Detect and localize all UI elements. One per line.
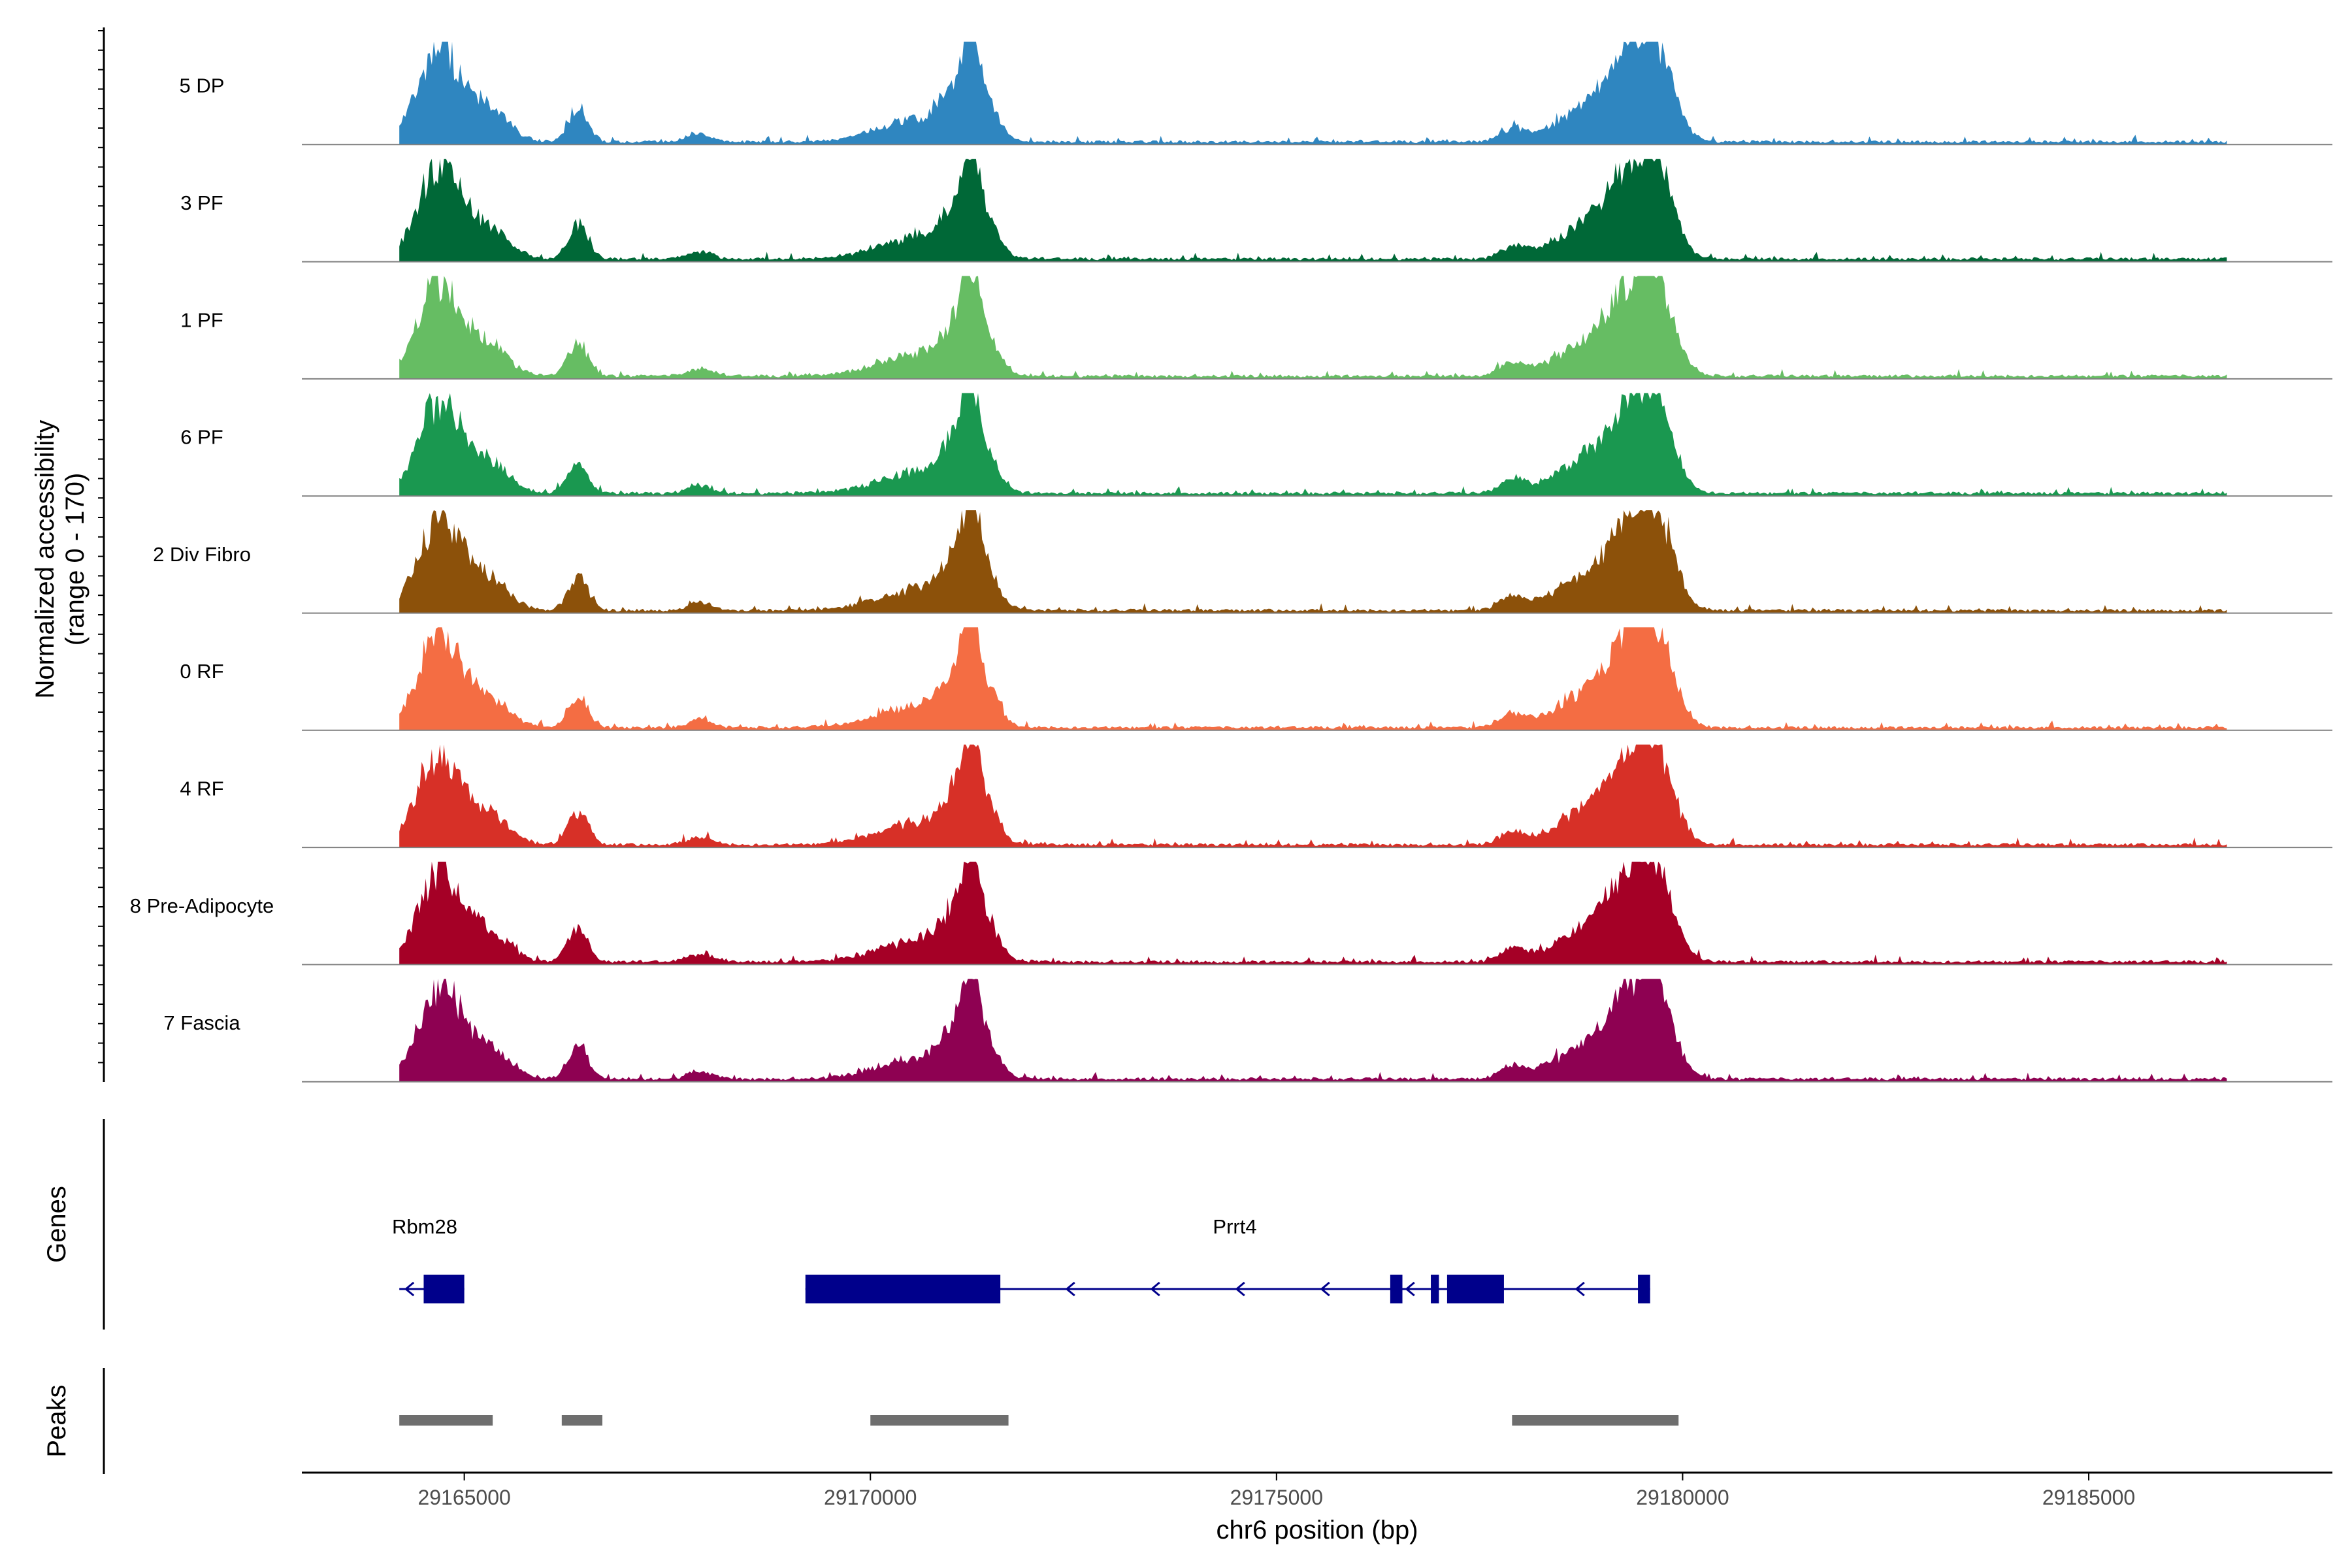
x-tick-label: 29180000 bbox=[1636, 1486, 1729, 1509]
x-ticks: 29165000 29170000 29175000 29180000 29185000 bbox=[417, 1473, 2135, 1509]
track-label: 1 PF bbox=[180, 308, 223, 331]
x-tick-label: 29185000 bbox=[2042, 1486, 2135, 1509]
track-label: 0 RF bbox=[180, 660, 223, 683]
coverage-area bbox=[399, 627, 2227, 730]
gene-label: Rbm28 bbox=[392, 1215, 457, 1238]
peaks-panel-title: Peaks bbox=[42, 1384, 71, 1457]
track-label: 6 PF bbox=[180, 426, 223, 449]
track-label: 8 Pre-Adipocyte bbox=[130, 894, 274, 917]
y-axis-title-line2: (range 0 - 170) bbox=[61, 473, 90, 646]
coverage-area bbox=[399, 276, 2227, 379]
strand-arrow bbox=[1150, 1281, 1160, 1297]
strand-arrow bbox=[1320, 1281, 1330, 1297]
track-label: 4 RF bbox=[180, 777, 223, 800]
track-label: 3 PF bbox=[180, 191, 223, 214]
peak-region bbox=[399, 1415, 493, 1426]
gene-exon bbox=[1431, 1275, 1439, 1303]
gene-exon bbox=[805, 1275, 1001, 1303]
strand-arrow bbox=[1065, 1281, 1075, 1297]
gene-exon bbox=[423, 1275, 465, 1303]
coverage-area bbox=[399, 744, 2227, 848]
coverage-area bbox=[399, 510, 2227, 613]
gene-exon bbox=[1446, 1275, 1504, 1303]
coverage-track: 4 RF bbox=[180, 744, 2332, 849]
coverage-track: 5 DP bbox=[180, 41, 2332, 146]
peak-region bbox=[561, 1415, 602, 1426]
strand-arrow bbox=[404, 1281, 415, 1297]
coverage-track: 6 PF bbox=[180, 393, 2332, 497]
coverage-area bbox=[399, 861, 2227, 965]
peaks-layer bbox=[399, 1415, 1679, 1426]
coverage-area bbox=[399, 41, 2227, 145]
x-axis-title: chr6 position (bp) bbox=[1216, 1516, 1418, 1544]
coverage-track: 7 Fascia bbox=[163, 979, 2332, 1083]
gene-label: Prrt4 bbox=[1213, 1215, 1256, 1238]
track-label: 5 DP bbox=[180, 74, 225, 97]
strand-arrow bbox=[1235, 1281, 1245, 1297]
gene-exon bbox=[1638, 1275, 1650, 1303]
coverage-tracks: 5 DP 3 PF 1 PF 6 PF 2 Div Fibro 0 RF 4 RF 8 Pre… bbox=[130, 41, 2332, 1083]
gene-exon bbox=[1390, 1275, 1403, 1303]
track-label: 7 Fascia bbox=[163, 1011, 240, 1034]
gene-model: Prrt4 bbox=[805, 1215, 1650, 1303]
peak-region bbox=[870, 1415, 1009, 1426]
genes-panel-title: Genes bbox=[42, 1186, 71, 1263]
coverage-track: 8 Pre-Adipocyte bbox=[130, 861, 2332, 966]
strand-arrow bbox=[1575, 1281, 1585, 1297]
x-tick-label: 29165000 bbox=[417, 1486, 510, 1509]
coverage-area bbox=[399, 159, 2227, 262]
genes-layer: Rbm28 Prrt4 bbox=[392, 1215, 1650, 1303]
coverage-track: 2 Div Fibro bbox=[153, 510, 2332, 614]
coverage-area bbox=[399, 393, 2227, 497]
coverage-track: 3 PF bbox=[180, 159, 2332, 263]
coverage-track: 1 PF bbox=[180, 276, 2332, 380]
coverage-area bbox=[399, 979, 2227, 1082]
coverage-y-ticks bbox=[98, 30, 104, 1064]
coverage-track: 0 RF bbox=[180, 627, 2332, 731]
gene-model: Rbm28 bbox=[392, 1215, 465, 1303]
peak-region bbox=[1512, 1415, 1679, 1426]
x-tick-label: 29170000 bbox=[824, 1486, 917, 1509]
track-label: 2 Div Fibro bbox=[153, 543, 251, 566]
x-tick-label: 29175000 bbox=[1230, 1486, 1323, 1509]
y-axis-title-line1: Normalized accessibility bbox=[31, 420, 59, 699]
strand-arrow bbox=[1405, 1281, 1415, 1297]
